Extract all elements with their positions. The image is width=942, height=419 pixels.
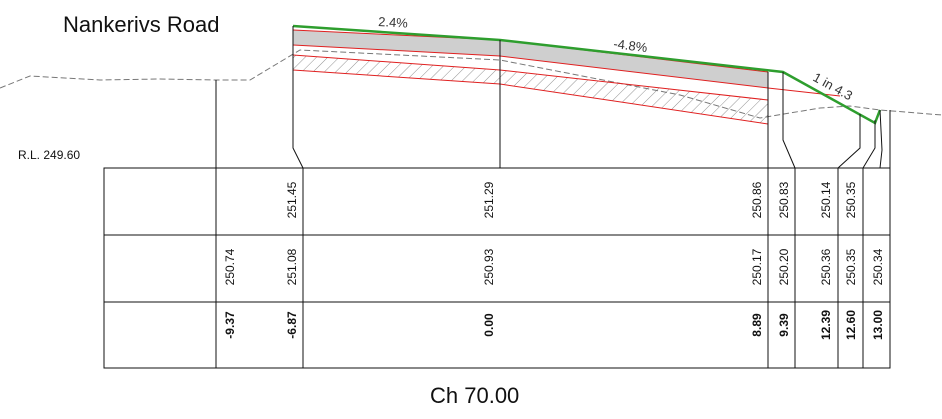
data-table: [103, 167, 891, 369]
natural-levels-row: 250.74 251.08 250.93 250.17 250.20 250.3…: [223, 248, 885, 285]
natural-level: 250.36: [819, 248, 833, 285]
grade-left-label: 2.4%: [378, 14, 409, 31]
offset-value: 12.39: [819, 310, 833, 340]
design-level: 250.35: [844, 181, 858, 218]
design-level: 250.86: [750, 181, 764, 218]
design-level: 251.45: [285, 181, 299, 218]
chainage-label: Ch 70.00: [430, 383, 520, 408]
offset-value: -6.87: [285, 311, 299, 339]
design-level: 250.14: [819, 181, 833, 218]
offset-value: 0.00: [482, 313, 496, 337]
subbase-hatch: [293, 55, 768, 124]
offset-value: 12.60: [844, 310, 858, 340]
natural-level: 250.34: [871, 248, 885, 285]
offset-value: 8.89: [750, 313, 764, 337]
design-level: 251.29: [482, 181, 496, 218]
natural-level: 251.08: [285, 248, 299, 285]
design-levels-row: 251.45 251.29 250.86 250.83 250.14 250.3…: [285, 181, 858, 218]
natural-surface-line: [0, 49, 942, 119]
offset-leaders: [215, 26, 891, 169]
offset-value: 9.39: [777, 313, 791, 337]
offsets-row: -9.37 -6.87 0.00 8.89 9.39 12.39 12.60 1…: [223, 310, 885, 340]
design-level: 250.83: [777, 181, 791, 218]
road-title: Nankerivs Road: [63, 12, 220, 37]
natural-level: 250.20: [777, 248, 791, 285]
natural-level: 250.93: [482, 248, 496, 285]
natural-level: 250.17: [750, 248, 764, 285]
grade-right-label: -4.8%: [613, 36, 649, 55]
datum-label: R.L. 249.60: [18, 148, 81, 162]
offset-value: -9.37: [223, 311, 237, 339]
natural-level: 250.74: [223, 248, 237, 285]
offset-value: 13.00: [871, 310, 885, 340]
natural-level: 250.35: [844, 248, 858, 285]
